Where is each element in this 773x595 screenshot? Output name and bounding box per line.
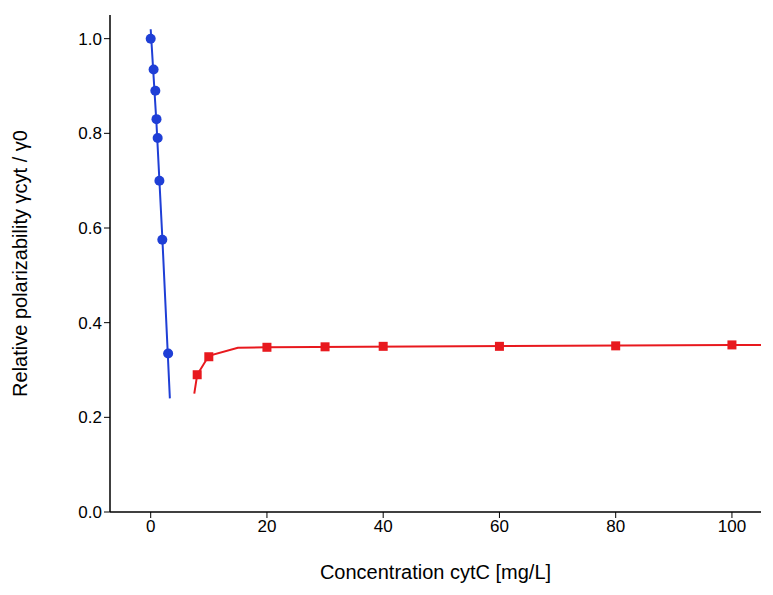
svg-text:100: 100 [718,517,746,536]
svg-text:Concentration cytC [mg/L]: Concentration cytC [mg/L] [320,561,551,583]
svg-text:20: 20 [257,517,276,536]
svg-text:40: 40 [374,517,393,536]
svg-text:1.0: 1.0 [78,30,102,49]
svg-text:0.8: 0.8 [78,124,102,143]
svg-text:0.6: 0.6 [78,219,102,238]
svg-text:0.0: 0.0 [78,503,102,522]
svg-text:Relative polarizability γcyt /: Relative polarizability γcyt / γ0 [9,130,31,397]
svg-text:0.2: 0.2 [78,408,102,427]
svg-text:0: 0 [146,517,155,536]
svg-text:60: 60 [490,517,509,536]
svg-text:0.4: 0.4 [78,314,102,333]
svg-text:80: 80 [606,517,625,536]
